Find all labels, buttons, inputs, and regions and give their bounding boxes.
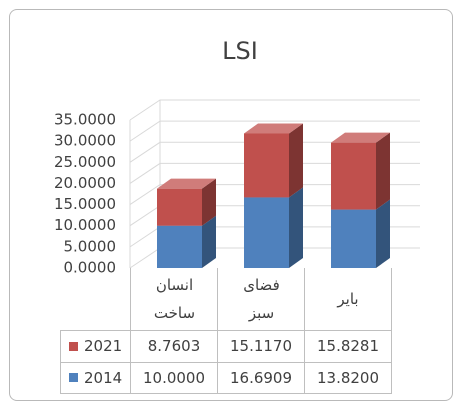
category-cell: بایر xyxy=(304,268,392,330)
bar-side xyxy=(202,178,216,226)
y-tick-label: 5.0000 xyxy=(64,237,117,255)
bar xyxy=(331,209,376,268)
value-cell: 8.7603 xyxy=(130,330,218,363)
y-tick-label: 15.0000 xyxy=(54,195,116,213)
y-tick-label: 20.0000 xyxy=(54,174,116,192)
value-cell: 15.1170 xyxy=(217,330,305,363)
legend-cell: 2014 xyxy=(60,361,131,394)
grid-line xyxy=(129,99,420,121)
bar xyxy=(157,188,202,226)
bar-top xyxy=(157,178,216,189)
legend-label: 2021 xyxy=(84,337,123,356)
bar-top xyxy=(244,123,303,134)
value-cell: 10.0000 xyxy=(130,361,218,394)
y-tick-label: 30.0000 xyxy=(54,132,116,150)
bar-side xyxy=(289,123,303,198)
y-tick-label: 25.0000 xyxy=(54,153,116,171)
value-cell: 16.6909 xyxy=(217,361,305,394)
legend-cell: 2021 xyxy=(60,330,131,363)
chart-title: LSI xyxy=(222,37,258,65)
category-cell: انسان ساخت xyxy=(130,268,218,330)
y-tick-label: 0.0000 xyxy=(64,259,117,277)
bar xyxy=(244,197,289,268)
value-cell: 13.8200 xyxy=(304,361,392,394)
bar xyxy=(331,142,376,210)
bar xyxy=(244,133,289,198)
value-cell: 15.8281 xyxy=(304,330,392,363)
category-cell: فضای سبز xyxy=(217,268,305,330)
legend-swatch xyxy=(69,373,78,383)
bar-side xyxy=(289,187,303,268)
bar-side xyxy=(202,215,216,268)
bar xyxy=(157,225,202,268)
y-tick-label: 35.0000 xyxy=(54,111,116,129)
legend-label: 2014 xyxy=(84,368,123,387)
bar-side xyxy=(376,199,390,268)
bar-side xyxy=(376,132,390,210)
bar-top xyxy=(331,132,390,143)
legend-swatch xyxy=(69,341,78,351)
y-tick-label: 10.0000 xyxy=(54,216,116,234)
